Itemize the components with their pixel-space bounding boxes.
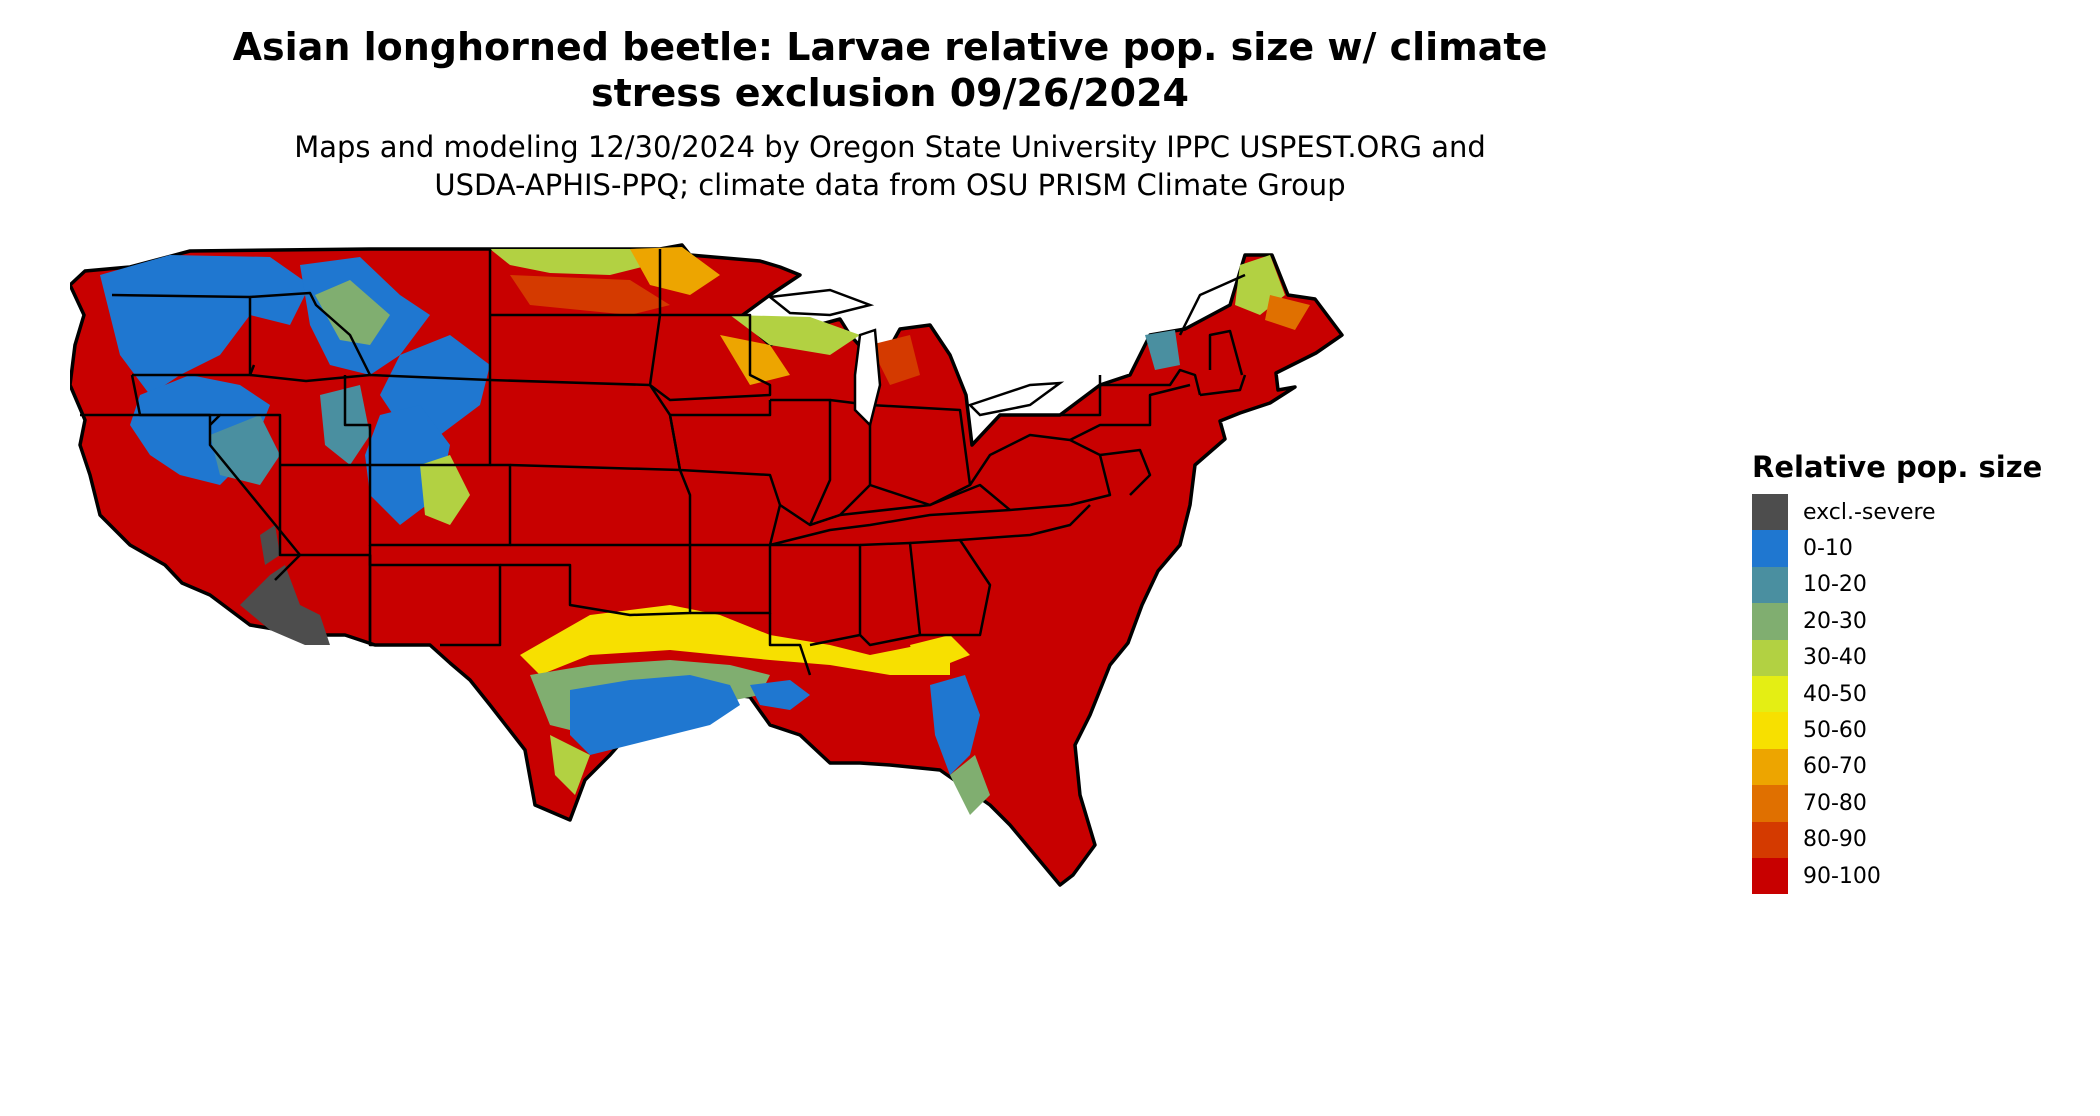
legend-label: 0-10 [1803, 536, 1853, 562]
zone-redorange-michigan [870, 335, 920, 385]
legend-label: 70-80 [1803, 790, 1867, 816]
legend-swatch [1752, 712, 1788, 749]
zone-blue-louisiana [750, 680, 810, 710]
legend-swatch [1752, 603, 1788, 640]
legend-item: 20-30 [1752, 603, 2052, 640]
zone-orange-maine-coast [1265, 295, 1310, 330]
legend-item: 90-100 [1752, 857, 2052, 895]
conus-map [70, 243, 1344, 887]
legend-item: 0-10 [1752, 530, 2052, 567]
legend-item: 70-80 [1752, 785, 2052, 822]
legend-label: 10-20 [1803, 572, 1867, 598]
legend: Relative pop. size excl.-severe 0-10 10-20… [1752, 450, 2052, 895]
title-line-2: stress exclusion 09/26/2024 [591, 71, 1189, 115]
zone-blue-texas-coast [570, 675, 740, 755]
subtitle-line-1: Maps and modeling 12/30/2024 by Oregon S… [294, 130, 1486, 164]
legend-label: 50-60 [1803, 718, 1867, 744]
zone-orange-wisconsin [720, 335, 790, 385]
legend-label: 30-40 [1803, 645, 1867, 671]
zone-teal-new-york [1145, 330, 1180, 370]
lake-erie [967, 381, 1065, 417]
legend-label: 20-30 [1803, 608, 1867, 634]
state-borders [80, 249, 1247, 676]
legend-label: 40-50 [1803, 681, 1867, 707]
legend-swatch [1752, 748, 1788, 786]
legend-swatch [1752, 675, 1788, 713]
legend-label: 80-90 [1803, 827, 1867, 853]
legend-label: excl.-severe [1803, 499, 1936, 525]
zone-excluded-nevada [260, 525, 280, 565]
zone-green-south-texas [550, 735, 590, 795]
title-line-1: Asian longhorned beetle: Larvae relative… [232, 25, 1548, 69]
zone-yellow-texas-gulf [520, 605, 950, 675]
legend-label: 60-70 [1803, 754, 1867, 780]
legend-title: Relative pop. size [1752, 450, 2043, 484]
legend-item: 40-50 [1752, 675, 2052, 713]
legend-label: 90-100 [1803, 863, 1881, 889]
legend-swatch [1752, 494, 1788, 531]
legend-swatch [1752, 530, 1788, 567]
lake-michigan [853, 328, 882, 428]
legend-item: 50-60 [1752, 712, 2052, 749]
zone-green-upper-michigan [730, 315, 860, 355]
zone-green-colorado [420, 455, 470, 525]
legend-item: 10-20 [1752, 566, 2052, 604]
zone-green-florida [950, 755, 990, 815]
legend-swatch [1752, 785, 1788, 822]
subtitle-line-2: USDA-APHIS-PPQ; climate data from OSU PR… [434, 168, 1346, 202]
legend-swatch [1752, 857, 1788, 895]
legend-items: excl.-severe 0-10 10-20 20-30 30-40 40-50 50-6… [1752, 494, 2052, 895]
zone-blue-florida [930, 675, 980, 775]
zone-orange-minnesota [630, 247, 720, 295]
legend-swatch [1752, 821, 1788, 858]
legend-swatch [1752, 639, 1788, 676]
zone-excluded-southwest [240, 565, 330, 645]
legend-item: 60-70 [1752, 748, 2052, 786]
zone-green-north-dakota [490, 249, 650, 275]
map-title: Asian longhorned beetle: Larvae relative… [180, 24, 1600, 116]
zone-blue-northwest [100, 255, 310, 395]
zone-yellow-georgia [910, 635, 970, 667]
legend-swatch [1752, 566, 1788, 604]
legend-item: excl.-severe [1752, 494, 2052, 531]
lake-superior [766, 288, 875, 317]
zone-redorange-dakota [510, 275, 670, 315]
zone-green-montana [315, 280, 390, 345]
legend-item: 30-40 [1752, 639, 2052, 676]
map-subtitle: Maps and modeling 12/30/2024 by Oregon S… [180, 128, 1600, 204]
legend-item: 80-90 [1752, 821, 2052, 858]
